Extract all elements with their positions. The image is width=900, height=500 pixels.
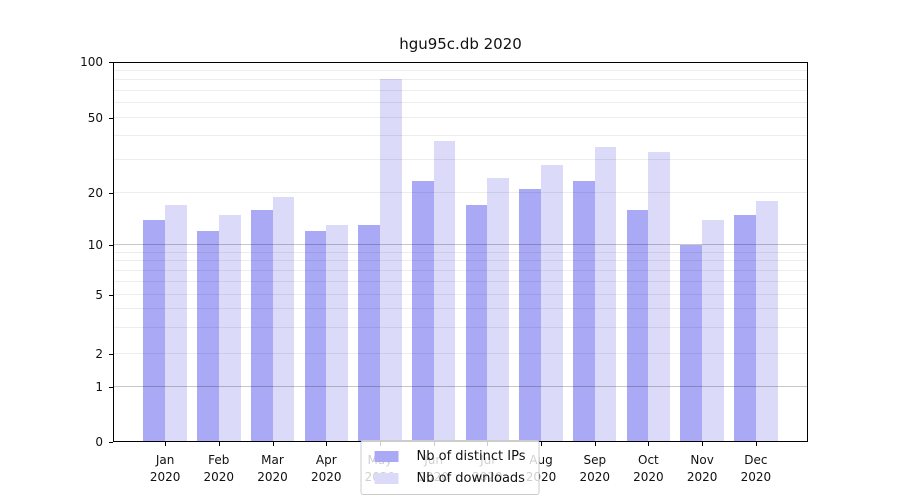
minor-gridline-50	[113, 117, 808, 119]
major-gridline-1	[113, 385, 808, 387]
x-tick-label-mar: Mar 2020	[257, 453, 288, 484]
x-tick-label-jan: Jan 2020	[149, 453, 181, 484]
bar-downloads-mar	[272, 196, 295, 442]
y-tick-label-0: 0	[95, 435, 103, 449]
minor-gridline-20	[113, 191, 808, 193]
legend: Nb of distinct IPs Nb of downloads	[360, 440, 540, 495]
minor-gridline-80	[113, 79, 808, 81]
y-tick-1	[109, 386, 113, 388]
legend-swatch-downloads	[374, 473, 399, 484]
y-tick-label-10: 10	[87, 238, 103, 253]
legend-label-distinct-ips: Nb of distinct IPs	[416, 449, 526, 464]
x-tick-label-feb: Feb 2020	[203, 453, 235, 484]
minor-gridline-9	[113, 251, 808, 253]
y-tick-label-100: 100	[80, 55, 103, 69]
bar-downloads-feb	[218, 214, 241, 442]
x-tick-oct	[648, 442, 650, 446]
minor-gridline-8	[113, 260, 808, 262]
minor-gridline-5	[113, 293, 808, 295]
x-tick-label-nov: Nov 2020	[686, 453, 718, 484]
legend-entry-downloads: Nb of downloads	[374, 471, 526, 486]
bar-distinct-ips-feb	[197, 231, 219, 442]
minor-gridline-6	[113, 280, 808, 282]
bar-downloads-may	[379, 79, 402, 442]
minor-gridline-90	[113, 69, 808, 71]
minor-gridline-7	[113, 269, 808, 271]
x-tick-label-apr: Apr 2020	[311, 453, 342, 484]
bar-distinct-ips-dec	[734, 214, 756, 442]
minor-gridline-30	[113, 158, 808, 160]
bar-distinct-ips-sep	[573, 181, 595, 442]
bar-distinct-ips-jul	[465, 205, 488, 442]
bar-downloads-jan	[165, 205, 187, 442]
x-tick-apr	[326, 442, 328, 446]
minor-gridline-70	[113, 89, 808, 91]
y-tick-0	[109, 442, 113, 443]
x-tick-aug	[541, 442, 543, 446]
y-tick-label-2: 2	[95, 347, 103, 362]
plot-border-right	[807, 62, 808, 442]
legend-swatch-distinct-ips	[374, 451, 399, 462]
x-tick-feb	[218, 442, 220, 446]
bar-distinct-ips-jan	[143, 219, 166, 442]
bar-downloads-jul	[487, 177, 510, 442]
plot-area	[109, 62, 808, 446]
minor-gridline-3	[113, 327, 808, 328]
y-tick-2	[109, 354, 113, 356]
minor-gridline-2	[113, 353, 808, 355]
minor-gridline-4	[113, 308, 808, 310]
x-tick-nov	[702, 442, 704, 446]
bar-distinct-ips-jun	[411, 181, 434, 442]
bar-downloads-aug	[541, 165, 563, 442]
y-tick-20	[109, 192, 113, 194]
bar-distinct-ips-mar	[250, 209, 273, 442]
y-tick-label-20: 20	[87, 185, 103, 200]
bar-downloads-apr	[326, 225, 348, 442]
bar-distinct-ips-may	[358, 225, 380, 442]
bar-downloads-oct	[648, 152, 671, 442]
y-tick-10	[109, 245, 113, 247]
x-tick-label-sep: Sep 2020	[579, 453, 611, 484]
x-tick-label-dec: Dec 2020	[740, 453, 772, 484]
x-tick-jan	[165, 442, 167, 446]
x-tick-sep	[594, 442, 596, 446]
chart-title: hgu95c.db 2020	[399, 35, 522, 53]
bar-downloads-sep	[594, 147, 617, 442]
minor-gridline-40	[113, 135, 808, 137]
y-tick-50	[109, 118, 113, 120]
x-tick-label-oct: Oct 2020	[633, 453, 664, 484]
legend-label-downloads: Nb of downloads	[416, 471, 525, 486]
y-tick-label-50: 50	[87, 111, 103, 126]
legend-entry-distinct-ips: Nb of distinct IPs	[374, 449, 526, 464]
bar-downloads-dec	[755, 200, 778, 442]
bar-distinct-ips-nov	[680, 245, 703, 442]
y-tick-5	[109, 294, 113, 296]
y-axis	[113, 62, 114, 442]
y-tick-label-5: 5	[95, 287, 103, 302]
plot-border-top	[113, 62, 808, 63]
minor-gridline-60	[113, 102, 808, 104]
bar-distinct-ips-apr	[304, 231, 327, 442]
x-tick-dec	[755, 442, 757, 446]
y-tick-label-1: 1	[95, 379, 103, 394]
bar-downloads-jun	[433, 140, 456, 442]
bar-distinct-ips-aug	[519, 188, 542, 442]
bar-downloads-nov	[702, 219, 724, 442]
major-gridline-10	[113, 244, 808, 246]
x-tick-mar	[272, 442, 274, 446]
bar-distinct-ips-oct	[626, 209, 649, 442]
y-tick-100	[109, 62, 113, 63]
